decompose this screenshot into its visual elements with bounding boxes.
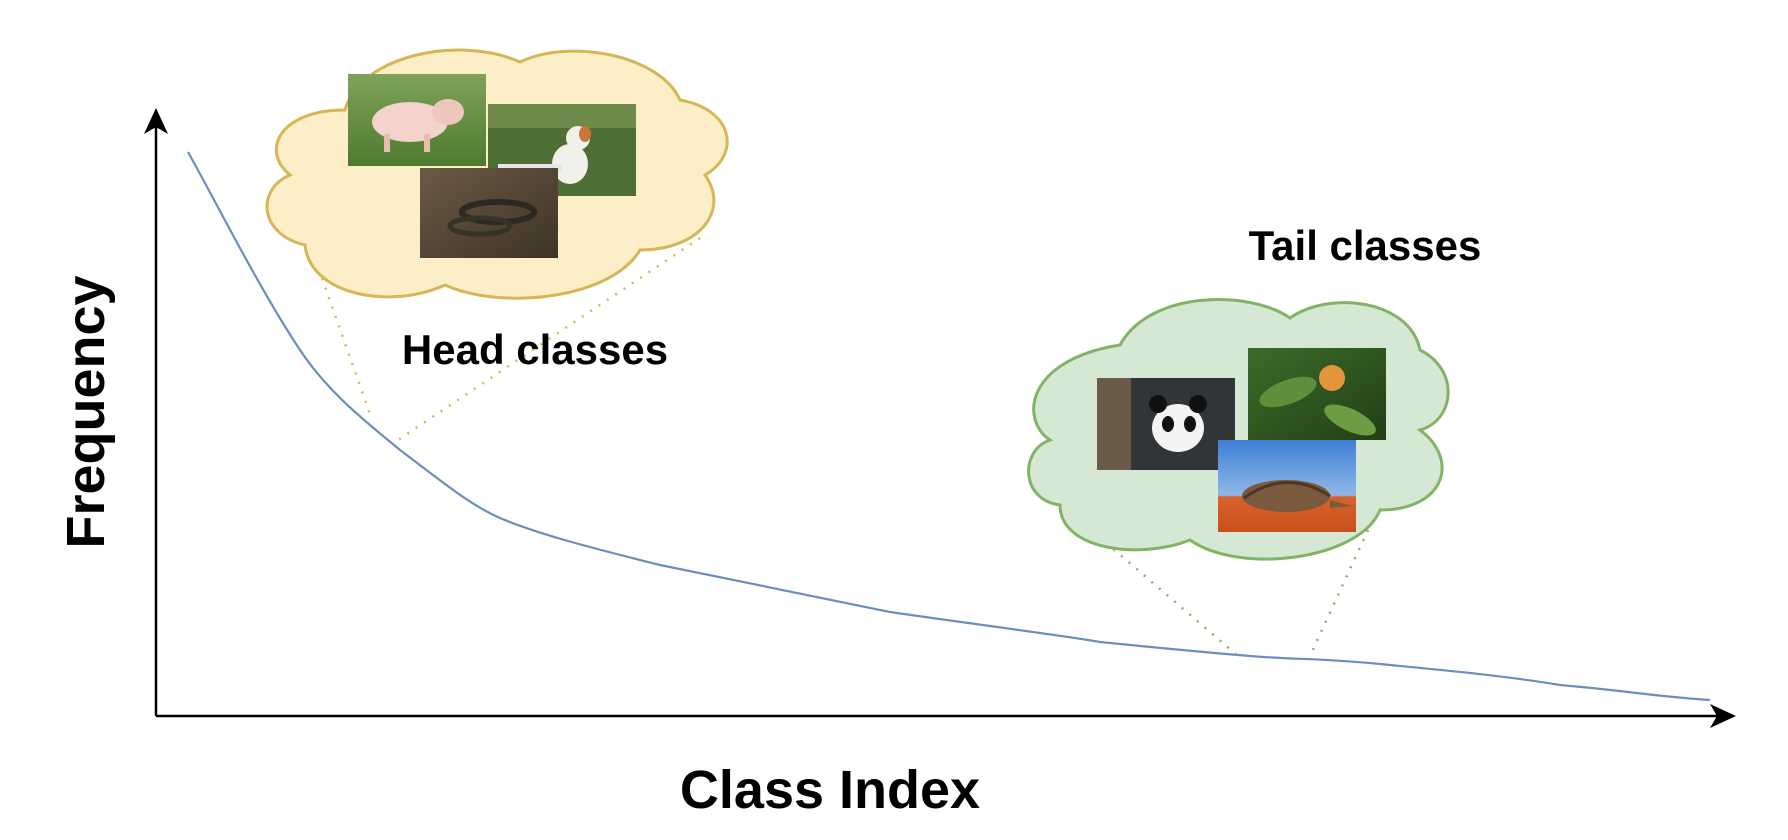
flower-photo xyxy=(1248,348,1386,440)
head-connectors xyxy=(310,236,701,442)
head-classes-label: Head classes xyxy=(402,326,668,373)
pig-photo xyxy=(348,74,486,166)
y-axis-label: Frequency xyxy=(56,275,116,548)
x-axis-arrowhead xyxy=(1710,704,1736,728)
tail-classes-label: Tail classes xyxy=(1249,222,1482,269)
axes xyxy=(144,108,1736,728)
panda-photo xyxy=(1097,378,1235,470)
x-axis-label: Class Index xyxy=(680,760,980,820)
y-axis-arrowhead xyxy=(144,108,168,134)
snake-photo xyxy=(420,168,558,258)
frequency-curve xyxy=(187,151,1711,702)
pangolin-photo xyxy=(1218,440,1356,532)
